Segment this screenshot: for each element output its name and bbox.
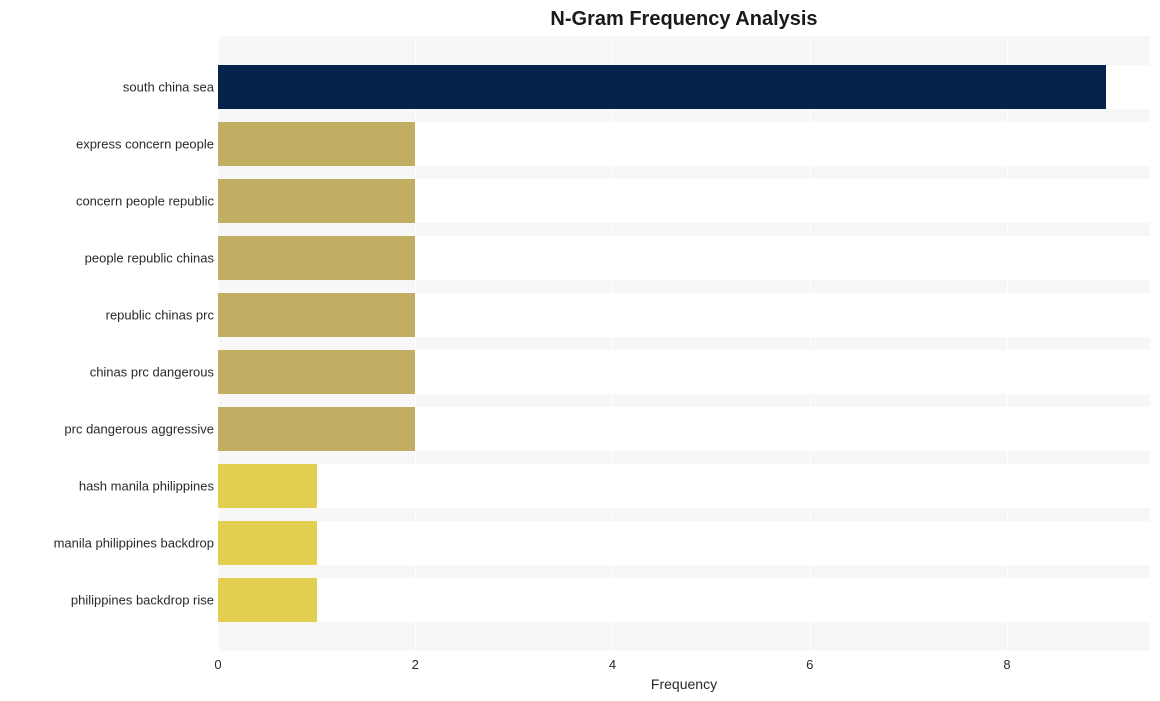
x-tick-label: 8	[1003, 658, 1010, 671]
x-tick-label: 6	[806, 658, 813, 671]
y-tick-label: express concern people	[76, 138, 214, 151]
bar	[218, 236, 415, 280]
bar	[218, 65, 1106, 109]
y-tick-label: people republic chinas	[85, 252, 214, 265]
x-tick-label: 0	[214, 658, 221, 671]
grid-band	[218, 565, 1150, 578]
grid-band	[218, 622, 1150, 651]
y-tick-label: chinas prc dangerous	[90, 366, 214, 379]
grid-band	[218, 451, 1150, 464]
grid-band	[218, 280, 1150, 293]
grid-band	[218, 166, 1150, 179]
bar	[218, 293, 415, 337]
grid-line	[810, 36, 811, 651]
grid-band	[218, 508, 1150, 521]
x-tick-label: 4	[609, 658, 616, 671]
grid-band	[218, 109, 1150, 122]
y-tick-label: manila philippines backdrop	[54, 537, 214, 550]
x-axis-label: Frequency	[218, 676, 1150, 692]
grid-band	[218, 337, 1150, 350]
grid-band	[218, 36, 1150, 65]
bar	[218, 464, 317, 508]
grid-band	[218, 223, 1150, 236]
plot-area	[218, 36, 1150, 651]
grid-line	[1007, 36, 1008, 651]
y-tick-label: concern people republic	[76, 195, 214, 208]
y-tick-label: republic chinas prc	[106, 309, 214, 322]
y-tick-label: prc dangerous aggressive	[64, 423, 214, 436]
y-axis-labels-group: south china sea express concern people con…	[0, 36, 214, 651]
chart-title: N-Gram Frequency Analysis	[218, 8, 1150, 31]
bar	[218, 578, 317, 622]
y-tick-label: hash manila philippines	[79, 480, 214, 493]
y-tick-label: philippines backdrop rise	[71, 594, 214, 607]
ngram-frequency-chart: N-Gram Frequency Analysis south china se…	[0, 0, 1160, 701]
bar	[218, 350, 415, 394]
grid-line	[415, 36, 416, 651]
bar	[218, 521, 317, 565]
bar	[218, 179, 415, 223]
bar	[218, 407, 415, 451]
grid-line	[612, 36, 613, 651]
bar	[218, 122, 415, 166]
y-tick-label: south china sea	[123, 81, 214, 94]
x-tick-label: 2	[412, 658, 419, 671]
grid-band	[218, 394, 1150, 407]
